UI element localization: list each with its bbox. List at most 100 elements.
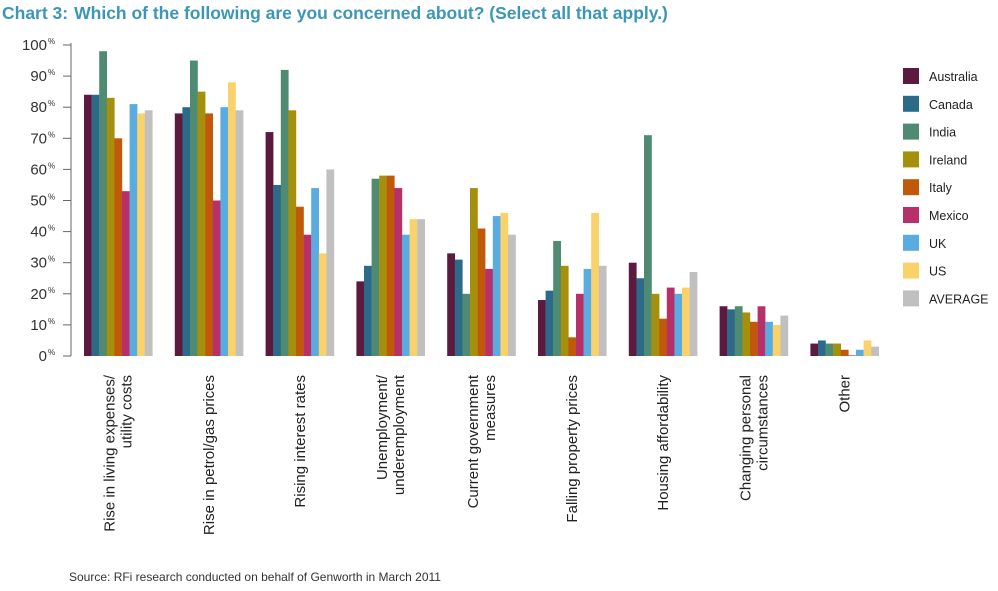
bar-ireland-6 — [651, 293, 660, 356]
x-tick-label-7-1: circumstances — [754, 375, 771, 471]
bar-series-group — [84, 51, 879, 357]
x-tick-label-4-0: Current government — [465, 374, 482, 508]
bar-india-2 — [280, 69, 289, 356]
x-tick-label-0-0: Rise in living expenses/ — [102, 374, 119, 532]
bar-average-3 — [417, 219, 425, 356]
bar-mexico-3 — [394, 188, 403, 356]
legend-label-average: AVERAGE — [929, 292, 989, 306]
bar-average-0 — [144, 110, 153, 356]
bar-average-4 — [508, 234, 516, 356]
bar-italy-7 — [750, 321, 758, 356]
bar-mexico-7 — [757, 306, 766, 356]
bar-india-5 — [553, 240, 561, 356]
x-tick-label-5-0: Falling property prices — [564, 375, 581, 523]
bar-india-6 — [644, 135, 652, 356]
bar-uk-1 — [220, 107, 229, 356]
bar-average-7 — [780, 315, 789, 356]
bar-us-4 — [500, 212, 509, 356]
bar-uk-0 — [129, 104, 138, 356]
y-tick-label-0: 0 — [39, 348, 47, 365]
bar-canada-8 — [818, 340, 826, 356]
bar-mexico-8 — [848, 355, 857, 356]
bar-australia-0 — [84, 94, 92, 356]
bar-mexico-6 — [666, 287, 675, 356]
x-tick-label-2-0: Rising interest rates — [292, 375, 309, 508]
bar-ireland-2 — [288, 110, 297, 356]
bar-canada-5 — [545, 290, 554, 356]
legend-label-us: US — [929, 265, 946, 279]
y-tick-suffix-90: % — [48, 68, 55, 77]
source-note: Source: RFi research conducted on behalf… — [69, 570, 441, 584]
y-tick-label-60: 60 — [30, 161, 47, 178]
bar-australia-1 — [174, 113, 183, 356]
bar-india-3 — [371, 178, 380, 356]
bar-italy-5 — [568, 337, 577, 356]
bar-uk-6 — [674, 293, 683, 356]
y-tick-suffix-60: % — [48, 161, 55, 170]
bar-uk-5 — [583, 268, 592, 356]
bar-mexico-5 — [576, 293, 584, 356]
y-tick-suffix-40: % — [48, 224, 55, 233]
bar-australia-7 — [719, 306, 728, 356]
bar-ireland-4 — [470, 188, 478, 356]
bar-canada-1 — [182, 107, 191, 356]
y-tick-label-30: 30 — [30, 255, 47, 272]
legend-swatch-canada — [903, 95, 919, 112]
bar-mexico-0 — [122, 191, 130, 356]
bar-ireland-1 — [197, 91, 206, 357]
y-tick-label-10: 10 — [30, 317, 47, 334]
bar-canada-6 — [636, 278, 645, 356]
bar-canada-3 — [364, 265, 372, 356]
bar-us-7 — [772, 324, 781, 356]
legend-label-canada: Canada — [929, 98, 973, 112]
legend-swatch-mexico — [903, 207, 919, 223]
bar-canada-0 — [91, 94, 100, 356]
legend-label-ireland: Ireland — [929, 153, 967, 167]
x-tick-label-6-0: Housing affordability — [655, 375, 672, 511]
bar-india-0 — [99, 51, 107, 356]
bar-india-1 — [190, 60, 198, 357]
bar-italy-2 — [296, 206, 304, 356]
bar-mexico-2 — [303, 234, 312, 356]
bar-average-2 — [326, 169, 335, 356]
bar-uk-8 — [856, 349, 864, 356]
bar-australia-4 — [447, 253, 455, 356]
bar-india-7 — [734, 306, 743, 356]
bar-us-6 — [682, 287, 690, 356]
bar-italy-3 — [386, 175, 395, 356]
x-tick-label-8-0: Other — [837, 375, 854, 413]
y-tick-suffix-100: % — [48, 37, 55, 46]
y-tick-suffix-10: % — [48, 317, 55, 326]
bar-italy-1 — [205, 113, 213, 356]
bar-us-3 — [409, 219, 418, 356]
y-axis: 0 %10 %20 %30 %40 %50 %60 %70 %80 %90 %100% — [22, 37, 72, 365]
x-tick-label-3-0: Unemployment/ — [374, 374, 391, 480]
bar-us-2 — [318, 253, 327, 356]
legend: Australia Canada India Ireland Italy Mexico UK… — [903, 68, 989, 307]
y-tick-label-100: 100 — [22, 37, 47, 54]
y-tick-label-70: 70 — [30, 130, 47, 147]
bar-uk-2 — [311, 188, 319, 356]
bar-australia-5 — [538, 300, 546, 356]
y-tick-suffix-70: % — [48, 130, 55, 139]
bar-india-4 — [462, 293, 471, 356]
bar-uk-4 — [492, 216, 501, 356]
x-tick-label-4-1: measures — [482, 375, 499, 441]
legend-swatch-italy — [903, 179, 919, 196]
chart-title: Chart 3: Which of the following are you c… — [2, 3, 674, 24]
bar-ireland-7 — [742, 312, 751, 356]
y-tick-suffix-0: % — [48, 348, 55, 357]
bar-mexico-4 — [485, 268, 493, 356]
y-tick-suffix-50: % — [48, 193, 55, 202]
legend-label-australia: Australia — [929, 70, 978, 84]
x-tick-label-0-1: utility costs — [119, 375, 136, 448]
bar-ireland-5 — [560, 265, 569, 356]
bar-average-8 — [871, 346, 879, 356]
bar-us-5 — [591, 212, 599, 356]
x-tick-label-3-1: underemployment — [391, 374, 408, 495]
legend-swatch-india — [903, 123, 919, 140]
x-tick-label-7-0: Changing personal — [737, 375, 754, 501]
bar-italy-0 — [114, 138, 123, 356]
bar-italy-8 — [840, 349, 849, 356]
bar-italy-6 — [659, 318, 667, 356]
